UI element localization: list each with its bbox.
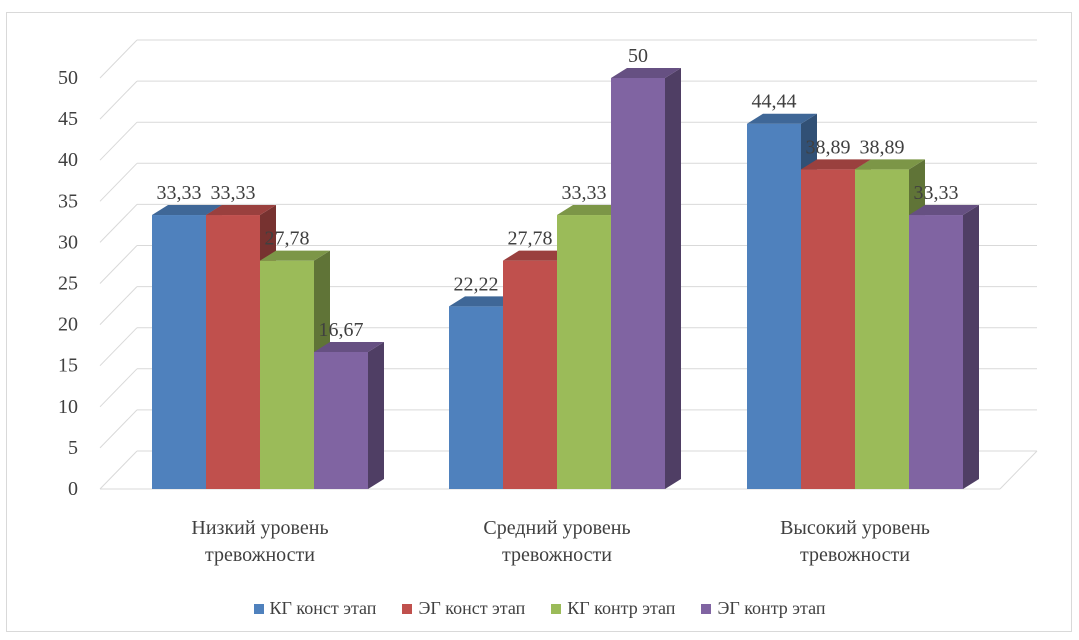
bar-top	[909, 205, 979, 216]
data-label: 27,78	[265, 228, 310, 250]
data-label: 33,33	[211, 182, 256, 204]
bar-top	[611, 68, 681, 78]
legend: КГ конст этап ЭГ конст этап КГ контр этап Э…	[0, 598, 1079, 619]
y-tick-label: 20	[58, 314, 78, 336]
y-tick-label: 0	[68, 478, 78, 500]
side-gridline	[99, 245, 138, 284]
category-label: Средний уровень тревожности	[483, 517, 630, 566]
legend-swatch	[402, 603, 413, 614]
data-label: 44,44	[752, 91, 797, 113]
y-tick-label: 30	[58, 231, 78, 253]
data-label: 33,33	[562, 182, 607, 204]
legend-item: КГ контр этап	[551, 598, 675, 619]
side-gridline	[99, 450, 138, 490]
bar	[449, 306, 503, 489]
y-tick-label: 10	[58, 396, 78, 418]
legend-item: ЭГ конст этап	[402, 598, 525, 619]
side-gridline	[99, 286, 138, 325]
y-tick-label: 25	[58, 273, 78, 295]
data-label: 22,22	[454, 273, 499, 295]
side-gridline	[99, 204, 138, 243]
data-label: 16,67	[319, 319, 364, 341]
side-gridline	[99, 80, 138, 120]
category-label: Низкий уровень тревожности	[191, 517, 328, 566]
data-label: 33,33	[157, 182, 202, 204]
bar-top	[855, 159, 925, 170]
legend-label: ЭГ конст этап	[418, 598, 526, 618]
side-gridline	[99, 368, 138, 408]
bar	[855, 169, 909, 489]
legend-swatch	[701, 603, 712, 614]
data-label: 38,89	[806, 136, 851, 158]
bar-top	[503, 250, 573, 261]
data-label: 38,89	[860, 136, 905, 158]
legend-item: КГ конст этап	[253, 598, 377, 619]
legend-label: КГ контр этап	[567, 598, 676, 618]
bar	[909, 215, 963, 489]
bar	[611, 78, 665, 489]
side-gridline	[99, 121, 138, 161]
y-tick-label: 15	[58, 355, 78, 377]
side-gridline	[99, 162, 138, 202]
data-label: 50	[628, 45, 648, 67]
data-label: 27,78	[508, 228, 553, 250]
bar	[503, 260, 557, 489]
side-gridline	[99, 39, 138, 79]
bar-top	[152, 205, 222, 216]
y-tick-label: 45	[58, 108, 78, 130]
y-tick-label: 35	[58, 190, 78, 212]
bar-top	[314, 341, 384, 352]
bar-top	[801, 159, 871, 170]
bar	[152, 215, 206, 489]
bar	[801, 169, 855, 489]
bar-top	[260, 250, 330, 261]
side-gridline	[99, 327, 138, 367]
y-tick-label: 5	[68, 437, 78, 459]
bar	[747, 123, 801, 490]
data-label: 33,33	[914, 182, 959, 204]
bar-side	[368, 341, 384, 489]
floor-right-edge	[999, 450, 1038, 490]
legend-label: КГ конст этап	[269, 598, 377, 618]
bar-top	[449, 296, 519, 307]
legend-swatch	[551, 603, 562, 614]
bar	[557, 215, 611, 489]
legend-item: ЭГ контр этап	[701, 598, 825, 619]
bar-top	[206, 205, 276, 216]
y-tick-label: 40	[58, 149, 78, 171]
bar-side	[665, 68, 681, 489]
legend-label: ЭГ контр этап	[717, 598, 826, 618]
bar	[206, 215, 260, 489]
legend-swatch	[253, 603, 264, 614]
y-tick-label: 50	[58, 67, 78, 89]
bar-top	[557, 205, 627, 216]
bar	[314, 351, 368, 489]
category-label: Высокий уровень тревожности	[780, 517, 930, 566]
bar-top	[747, 113, 817, 124]
bar-side	[963, 205, 979, 489]
side-gridline	[99, 409, 138, 449]
bar	[260, 260, 314, 489]
